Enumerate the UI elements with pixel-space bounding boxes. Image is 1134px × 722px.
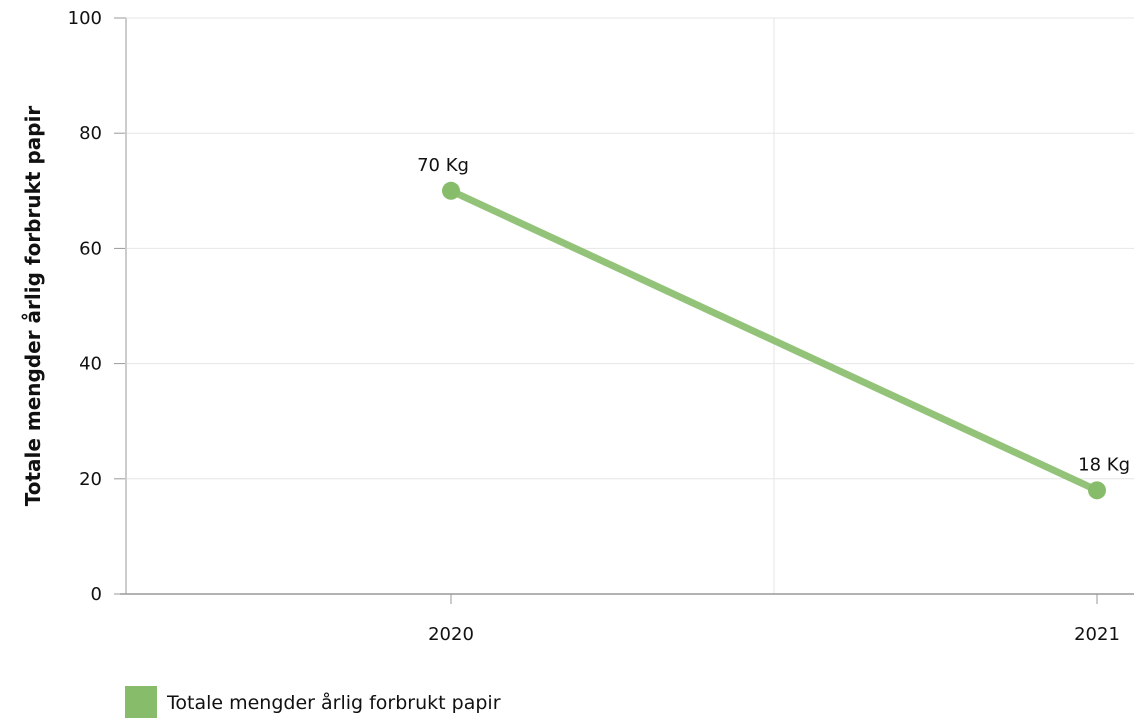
y-tick-label-80: 80 (79, 123, 102, 144)
legend-swatch (125, 686, 157, 718)
series-line (447, 187, 1101, 494)
data-label-2021: 18 Kg (1078, 454, 1130, 475)
labels: 0 20 40 60 80 100 2020 2021 70 Kg 18 Kg (68, 8, 1130, 645)
x-tick-label-2020: 2020 (428, 624, 474, 645)
data-label-2020: 70 Kg (417, 155, 469, 176)
y-tick-label-40: 40 (79, 354, 102, 375)
data-point-2020[interactable] (442, 181, 460, 200)
data-point-2021[interactable] (1088, 481, 1106, 500)
x-tick-label-2021: 2021 (1074, 624, 1120, 645)
legend[interactable]: Totale mengder årlig forbrukt papir (125, 686, 501, 718)
y-tick-label-100: 100 (68, 8, 102, 29)
y-axis-title: Totale mengder årlig forbrukt papir (21, 106, 45, 507)
y-tick-label-20: 20 (79, 469, 102, 490)
series-layer (442, 181, 1106, 500)
legend-label: Totale mengder årlig forbrukt papir (166, 691, 501, 714)
axes (114, 17, 1134, 604)
y-tick-label-0: 0 (91, 584, 102, 605)
gridlines (126, 17, 1134, 594)
y-tick-label-60: 60 (79, 238, 102, 259)
